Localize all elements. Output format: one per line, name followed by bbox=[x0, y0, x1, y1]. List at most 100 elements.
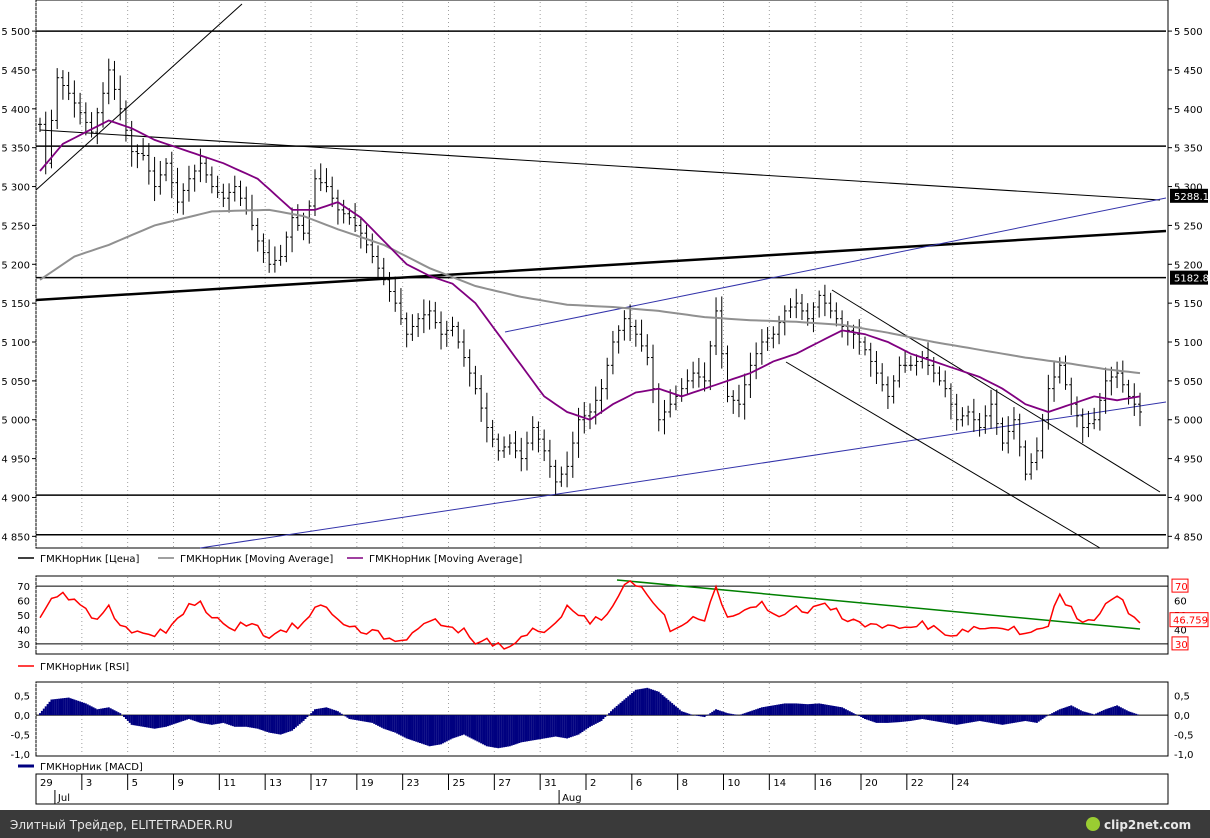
legend-label-rsi: ГМКНорНик [RSI] bbox=[40, 662, 129, 673]
x-day-label: 24 bbox=[957, 778, 970, 789]
x-day-label: 11 bbox=[223, 778, 236, 789]
macd-tick-label-left: 0,5 bbox=[14, 692, 30, 703]
macd-series bbox=[39, 687, 1140, 749]
price-plot-frame bbox=[35, 0, 1169, 549]
rsi-tick-label-left: 30 bbox=[17, 640, 30, 651]
x-day-label: 9 bbox=[178, 778, 184, 789]
trendline-blue-upper bbox=[504, 197, 1167, 333]
x-day-label: 23 bbox=[407, 778, 420, 789]
price-tick-label-right: 5 300 bbox=[1174, 183, 1203, 194]
ma-gray-line bbox=[39, 208, 1141, 375]
price-tag-label: 5288.1 bbox=[1174, 192, 1209, 203]
price-tick-label-left: 4 900 bbox=[1, 493, 30, 504]
price-tick-label-right: 5 050 bbox=[1174, 377, 1203, 388]
price-tag-box bbox=[1170, 270, 1208, 285]
macd-y-ticks-left: 0,5 0,0 -0,5 -1,0 bbox=[10, 692, 30, 761]
price-horizontal-levels bbox=[36, 30, 1166, 536]
price-tick-label-left: 5 000 bbox=[1, 416, 30, 427]
macd-tick-label-right: -0,5 bbox=[1174, 731, 1194, 742]
price-panel: 5 500 5 450 5 400 5 350 5 300 5 250 5 200 5 150… bbox=[1, 0, 1209, 549]
rsi-tick-box bbox=[1171, 578, 1189, 593]
rsi-line bbox=[39, 579, 1141, 650]
x-month-label: Jul bbox=[57, 793, 70, 804]
legend-label-price: ГМКНорНик [Цена] bbox=[40, 554, 140, 565]
price-y-ticks-right: 5 500 5 450 5 400 5 350 5 300 5 250 5 200 5 150… bbox=[1168, 27, 1203, 543]
price-tick-label-left: 5 250 bbox=[1, 221, 30, 232]
rsi-tick-box bbox=[1171, 636, 1189, 651]
rsi-legend: ГМКНорНик [RSI] bbox=[18, 662, 129, 673]
x-day-label: 13 bbox=[269, 778, 282, 789]
macd-tick-label-left: -1,0 bbox=[10, 750, 30, 761]
rsi-plot-frame bbox=[35, 575, 1169, 655]
x-day-label: 19 bbox=[361, 778, 374, 789]
x-day-label: 22 bbox=[911, 778, 924, 789]
x-day-label: 17 bbox=[315, 778, 328, 789]
rsi-y-ticks-left: 70 60 50 40 30 bbox=[17, 582, 30, 651]
x-day-label: 14 bbox=[773, 778, 786, 789]
trendline-thick-rising bbox=[35, 229, 1167, 302]
trendline-early-rising bbox=[35, 3, 243, 191]
rsi-tick-label-right: 60 bbox=[1174, 597, 1187, 608]
price-tick-label-right: 5 500 bbox=[1174, 27, 1203, 38]
x-day-labels: 29 3 5 9 11 13 17 19 23 25 27 31 2 6 8 10 14 16 20 22 24 bbox=[35, 774, 970, 790]
x-axis: 29 3 5 9 11 13 17 19 23 25 27 31 2 6 8 10 14 16 20 22 24 Jul… bbox=[35, 773, 1169, 805]
price-tick-label-right: 5 100 bbox=[1174, 338, 1203, 349]
macd-y-ticks-right: 0,5 0,0 -0,5 -1,0 bbox=[1174, 692, 1194, 761]
x-day-label: 3 bbox=[86, 778, 92, 789]
clip2net-logo-icon bbox=[1086, 817, 1100, 831]
price-tick-label-right: 4 850 bbox=[1174, 532, 1203, 543]
rsi-tick-label-right: 30 bbox=[1175, 640, 1188, 651]
macd-legend: ГМКНорНик [MACD] bbox=[18, 762, 143, 773]
ma-purple-line bbox=[39, 119, 1141, 421]
price-tick-label-right: 5 250 bbox=[1174, 221, 1203, 232]
price-tick-label-right: 5 000 bbox=[1174, 416, 1203, 427]
macd-tick-label-left: -0,5 bbox=[10, 731, 30, 742]
x-month-labels: Jul Aug bbox=[54, 790, 582, 804]
x-day-label: 6 bbox=[636, 778, 642, 789]
price-tags: 5288.1 5182.8 bbox=[1170, 188, 1209, 285]
price-tag-box bbox=[1170, 188, 1208, 203]
trendline-upper-falling bbox=[39, 129, 1161, 201]
price-legend: ГМКНорНик [Цена] ГМКНорНик [Moving Avera… bbox=[18, 554, 522, 565]
macd-tick-label-right: -1,0 bbox=[1174, 750, 1194, 761]
price-tick-label-left: 5 200 bbox=[1, 260, 30, 271]
price-tick-label-right: 5 200 bbox=[1174, 260, 1203, 271]
footer-background bbox=[0, 810, 1210, 838]
x-day-label: 2 bbox=[590, 778, 596, 789]
footer-bar: Элитный Трейдер, ELITETRADER.RU clip2net… bbox=[0, 810, 1210, 838]
macd-panel: 0,5 0,0 -0,5 -1,0 0,5 0,0 -0,5 -1,0 bbox=[10, 681, 1194, 761]
footer-logo-text: clip2net.com bbox=[1104, 818, 1191, 832]
rsi-tick-label-left: 50 bbox=[17, 611, 30, 622]
rsi-tick-label-right: 40 bbox=[1174, 625, 1187, 636]
price-trendlines bbox=[35, 3, 1167, 549]
price-tick-label-right: 5 150 bbox=[1174, 299, 1203, 310]
rsi-tick-label-left: 60 bbox=[17, 597, 30, 608]
x-day-label: 20 bbox=[865, 778, 878, 789]
x-day-label: 5 bbox=[132, 778, 138, 789]
x-day-label: 31 bbox=[544, 778, 557, 789]
x-day-label: 25 bbox=[453, 778, 466, 789]
price-series bbox=[38, 58, 1142, 495]
x-day-label: 27 bbox=[498, 778, 511, 789]
x-day-label: 16 bbox=[819, 778, 832, 789]
price-tick-label-right: 5 350 bbox=[1174, 144, 1203, 155]
price-tick-label-right: 5 400 bbox=[1174, 105, 1203, 116]
rsi-tick-label-left: 70 bbox=[17, 582, 30, 593]
rsi-series bbox=[39, 579, 1141, 650]
x-axis-frame bbox=[35, 773, 1169, 805]
price-tick-label-right: 4 950 bbox=[1174, 455, 1203, 466]
x-day-label: 8 bbox=[682, 778, 688, 789]
rsi-tick-label-right: 70 bbox=[1175, 582, 1188, 593]
price-tick-label-left: 5 500 bbox=[1, 27, 30, 38]
price-tick-label-left: 4 950 bbox=[1, 455, 30, 466]
macd-tick-label-right: 0,5 bbox=[1174, 692, 1190, 703]
price-tag-label: 5182.8 bbox=[1174, 274, 1209, 285]
macd-tick-label-left: 0,0 bbox=[14, 711, 30, 722]
macd-tick-label-right: 0,0 bbox=[1174, 711, 1190, 722]
price-tick-label-left: 5 100 bbox=[1, 338, 30, 349]
rsi-trendline bbox=[616, 579, 1141, 630]
footer-source-text: Элитный Трейдер, ELITETRADER.RU bbox=[10, 818, 233, 832]
price-tick-label-left: 5 300 bbox=[1, 183, 30, 194]
legend-label-ma-gray: ГМКНорНик [Moving Average] bbox=[180, 554, 333, 565]
